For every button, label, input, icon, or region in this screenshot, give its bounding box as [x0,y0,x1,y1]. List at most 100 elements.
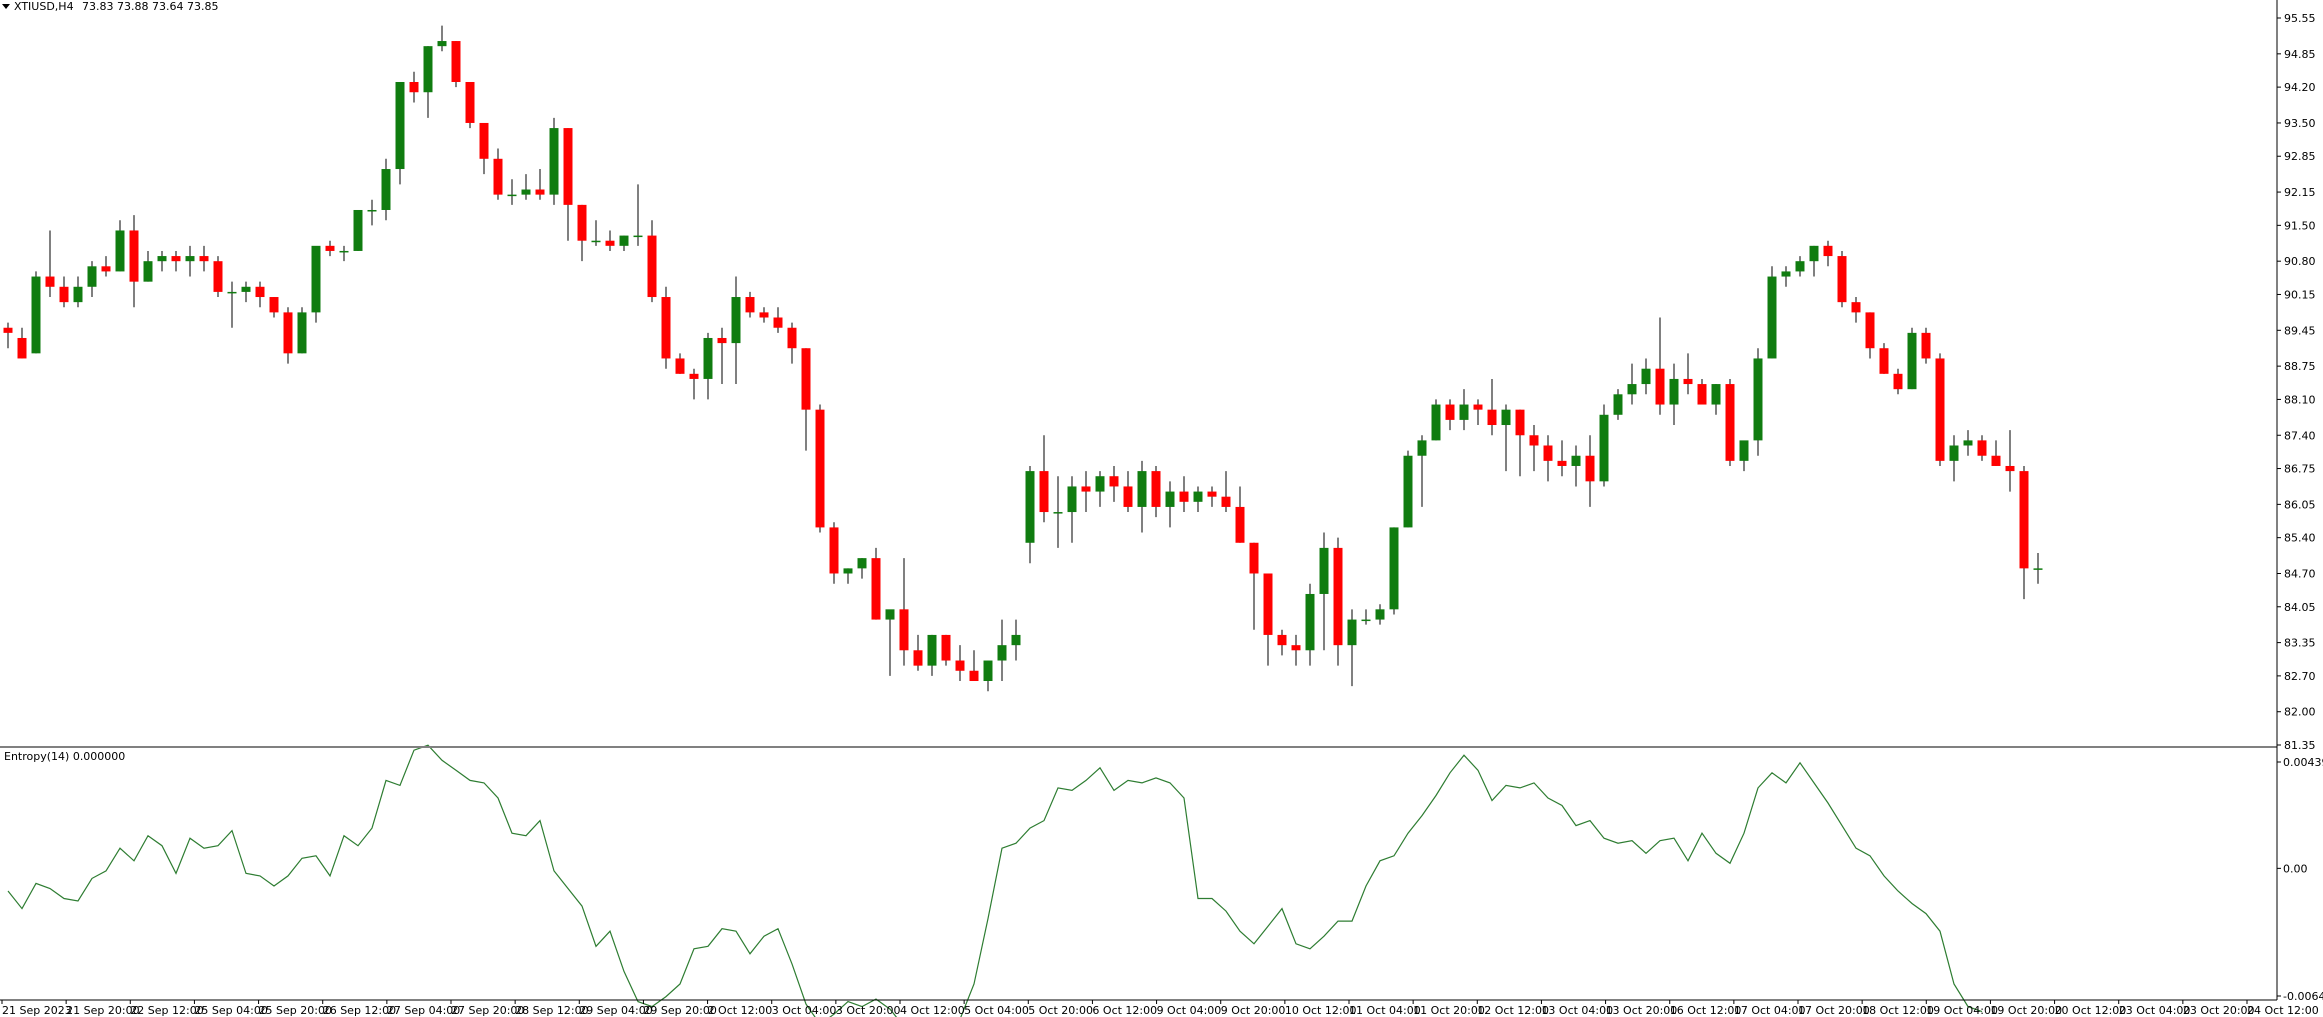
time-tick-label: 9 Oct 20:00 [1221,1004,1286,1017]
candle-bear [955,660,965,671]
time-tick-label: 3 Oct 04:00 [772,1004,837,1017]
candle-bear [1879,348,1889,374]
indicator-pane [7,744,1983,1017]
candle-bear [1865,312,1875,349]
candle-bear [1991,455,2001,466]
candle-bull [1501,409,1511,426]
time-tick-label: 28 Sep 12:00 [515,1004,588,1017]
candle-bear [129,230,139,282]
candle-bull [619,235,629,246]
price-tick-label: 88.75 [2284,360,2316,373]
candle-bull [1165,491,1175,507]
candle-bull [1389,527,1399,610]
candle-bear [759,312,769,318]
price-tick-label: 92.15 [2284,186,2316,199]
candle-bear [1123,486,1133,507]
candle-bull [115,230,125,272]
candle-bull [227,291,237,294]
candle-bear [969,670,979,682]
price-tick-label: 88.10 [2284,393,2316,406]
candle-bull [1963,440,1973,446]
candle-bull [73,286,83,303]
price-tick-label: 84.70 [2284,567,2316,580]
time-tick-label: 10 Oct 12:00 [1285,1004,1357,1017]
candle-bear [1543,445,1553,461]
candle-bull [549,128,559,195]
candle-bull [143,261,153,282]
price-tick-label: 85.40 [2284,532,2316,545]
indicator-title: Entropy(14) 0.000000 [4,750,125,763]
candle-bull [1067,486,1077,513]
candle-bull [157,256,167,262]
time-tick-label: 29 Sep 04:00 [579,1004,652,1017]
collapse-triangle-icon[interactable] [2,4,10,9]
price-tick-label: 82.00 [2284,706,2316,719]
candle-bull [353,209,363,251]
candle-bull [927,634,937,666]
price-tick-label: 84.05 [2284,601,2316,614]
candle-bear [493,158,503,195]
candle-bear [1935,358,1945,461]
time-tick-label: 25 Sep 04:00 [194,1004,267,1017]
candle-bear [605,240,615,246]
candle-bull [1809,245,1819,262]
candle-bear [1277,634,1287,646]
price-tick-label: 89.45 [2284,324,2316,337]
time-tick-label: 23 Oct 20:00 [2183,1004,2255,1017]
candle-bull [2033,568,2043,570]
candle-bull [1907,332,1917,390]
candle-bear [941,634,951,661]
candle-bull [521,189,531,195]
candle-bull [1347,619,1357,646]
candle-bear [325,245,335,251]
candle-bear [871,558,881,620]
candle-bull [381,169,391,210]
candle-bull [437,41,447,47]
price-pane [3,25,2043,692]
candle-bull [1361,619,1371,622]
candle-bull [731,297,741,344]
candle-bear [1655,368,1665,405]
candle-bull [339,250,349,253]
time-tick-label: 2 Oct 12:00 [708,1004,773,1017]
time-tick-label: 27 Sep 20:00 [451,1004,524,1017]
candle-bull [1571,455,1581,466]
candle-bear [1179,491,1189,502]
time-tick-label: 17 Oct 04:00 [1734,1004,1806,1017]
time-tick-label: 21 Sep 2023 [2,1004,72,1017]
price-tick-label: 86.05 [2284,498,2316,511]
time-tick-label: 11 Oct 04:00 [1349,1004,1421,1017]
candle-bear [773,317,783,328]
candle-bull [1739,440,1749,461]
candle-bear [675,358,685,374]
candle-bull [423,46,433,93]
candle-bear [815,409,825,528]
time-tick-label: 23 Oct 04:00 [2119,1004,2191,1017]
candle-bear [913,650,923,666]
candle-bull [1613,394,1623,415]
candle-bear [829,527,839,574]
candle-bull [87,266,97,287]
candle-bull [395,81,405,170]
candle-bull [185,256,195,262]
candle-bear [283,312,293,354]
candle-bull [1599,414,1609,482]
candle-bull [1319,547,1329,594]
price-tick-label: 86.75 [2284,463,2316,476]
candle-bull [1669,378,1679,405]
time-tick-label: 26 Sep 12:00 [323,1004,396,1017]
candle-bear [535,189,545,195]
candle-bull [997,645,1007,661]
candle-bear [1851,302,1861,313]
candle-bear [689,373,699,379]
candle-bull [1137,471,1147,507]
time-tick-label: 13 Oct 04:00 [1541,1004,1613,1017]
time-tick-label: 3 Oct 20:00 [836,1004,901,1017]
candle-bear [1333,547,1343,646]
candle-bear [1039,471,1049,513]
candle-bull [1949,445,1959,461]
candle-bull [633,235,643,238]
candle-bear [801,348,811,410]
entropy-line [7,744,1983,1017]
